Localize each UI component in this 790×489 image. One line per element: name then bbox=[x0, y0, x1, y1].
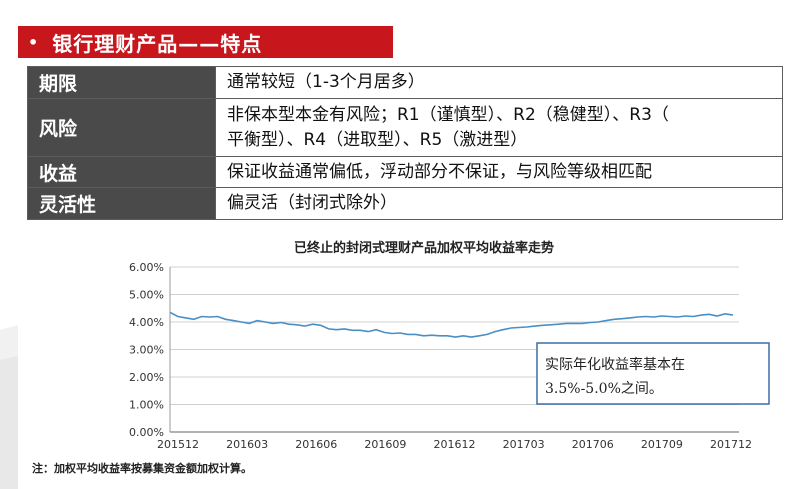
x-tick-label: 201612 bbox=[434, 438, 476, 451]
y-axis-ticks: 0.00% 1.00% 2.00% 3.00% 4.00% 5.00% 6.00% bbox=[129, 261, 164, 439]
section-title-bar: • 银行理财产品——特点 bbox=[18, 26, 393, 58]
row-value-line: 平衡型）、R4（进取型）、R5（激进型） bbox=[227, 129, 528, 150]
row-key: 灵活性 bbox=[27, 187, 216, 220]
x-tick-label: 201706 bbox=[572, 438, 614, 451]
table-row: 收益 保证收益通常偏低，浮动部分不保证，与风险等级相匹配 bbox=[27, 156, 783, 188]
series-line bbox=[169, 311, 734, 338]
table-row: 风险 非保本型本金有风险；R1（谨慎型）、R2（稳健型）、R3（ 平衡型）、R4… bbox=[27, 98, 783, 157]
y-tick-label: 1.00% bbox=[129, 399, 164, 412]
y-tick-label: 4.00% bbox=[129, 316, 164, 329]
x-tick-label: 201512 bbox=[157, 438, 199, 451]
row-key: 收益 bbox=[27, 156, 216, 188]
yield-chart: 已终止的封闭式理财产品加权平均收益率走势 0.00% 1.00% 2.00% 3.00… bbox=[18, 236, 770, 489]
annotation-box bbox=[536, 342, 770, 405]
y-tick-label: 2.00% bbox=[129, 371, 164, 384]
row-value: 通常较短（1-3个月居多） bbox=[215, 66, 783, 99]
row-key: 期限 bbox=[27, 66, 216, 99]
row-value: 非保本型本金有风险；R1（谨慎型）、R2（稳健型）、R3（ 平衡型）、R4（进取… bbox=[215, 98, 783, 157]
row-value: 保证收益通常偏低，浮动部分不保证，与风险等级相匹配 bbox=[215, 156, 783, 188]
row-value-line: 非保本型本金有风险；R1（谨慎型）、R2（稳健型）、R3（ bbox=[227, 104, 669, 125]
x-axis-ticks: 201512 201603 201606 201609 201612 201703 2017… bbox=[157, 438, 752, 451]
x-tick-label: 201606 bbox=[295, 438, 337, 451]
x-tick-label: 201609 bbox=[364, 438, 406, 451]
x-tick-label: 201712 bbox=[710, 438, 752, 451]
section-title: 银行理财产品——特点 bbox=[52, 31, 263, 56]
chart-title: 已终止的封闭式理财产品加权平均收益率走势 bbox=[294, 240, 554, 256]
table-row: 灵活性 偏灵活（封闭式除外） bbox=[27, 187, 783, 220]
row-key: 风险 bbox=[27, 98, 216, 157]
y-tick-label: 0.00% bbox=[129, 426, 164, 439]
yield-chart-svg: 已终止的封闭式理财产品加权平均收益率走势 0.00% 1.00% 2.00% 3.00… bbox=[32, 240, 770, 475]
y-tick-label: 5.00% bbox=[129, 289, 164, 302]
table-row: 期限 通常较短（1-3个月居多） bbox=[27, 66, 783, 99]
chart-note: 注：加权平均收益率按募集资金额加权计算。 bbox=[32, 461, 252, 475]
product-features-table: 期限 通常较短（1-3个月居多） 风险 非保本型本金有风险；R1（谨慎型）、R2… bbox=[27, 66, 783, 220]
row-value: 偏灵活（封闭式除外） bbox=[215, 187, 783, 220]
x-tick-label: 201709 bbox=[641, 438, 683, 451]
chart-grid bbox=[169, 266, 739, 433]
annotation-line: 3.5%-5.0%之间。 bbox=[545, 381, 663, 397]
y-tick-label: 6.00% bbox=[129, 261, 164, 274]
annotation-line: 实际年化收益率基本在 bbox=[545, 356, 685, 373]
x-tick-label: 201603 bbox=[226, 438, 268, 451]
x-tick-label: 201703 bbox=[503, 438, 545, 451]
y-tick-label: 3.00% bbox=[129, 344, 164, 357]
title-bullet: • bbox=[28, 32, 39, 52]
